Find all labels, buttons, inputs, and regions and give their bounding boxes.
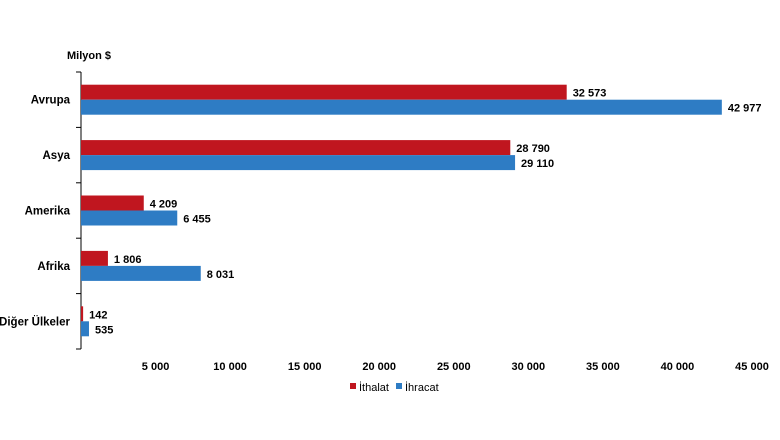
category-label: Asya [43, 150, 71, 162]
category-label: Afrika [37, 261, 70, 273]
bar-ithalat [81, 250, 108, 266]
x-tick-label: 15 000 [288, 361, 322, 373]
data-label: 4 209 [150, 199, 178, 211]
data-label: 28 790 [516, 143, 550, 155]
x-tick-label: 30 000 [512, 361, 546, 373]
data-label: 32 573 [573, 88, 607, 100]
bar-ihracat [81, 99, 722, 115]
plot-area: 5 000 10 000 15 000 20 000 25 000 30 000 35 00… [0, 71, 769, 373]
bar-ihracat [81, 210, 178, 226]
data-label: 6 455 [183, 214, 211, 226]
x-tick-label: 20 000 [362, 361, 396, 373]
data-label: 1 806 [114, 254, 142, 266]
bar-ithalat [81, 140, 511, 156]
legend-swatch-ithalat [350, 383, 356, 389]
x-tick-label: 25 000 [437, 361, 471, 373]
x-tick-label: 35 000 [586, 361, 620, 373]
bar-ithalat [81, 306, 84, 322]
data-label: 29 110 [521, 158, 554, 170]
data-label: 8 031 [207, 269, 235, 281]
data-label: 535 [95, 324, 113, 336]
x-tick-label: 5 000 [142, 361, 170, 373]
legend-swatch-ihracat [396, 383, 402, 389]
bar-ithalat [81, 84, 567, 100]
x-tick-label: 40 000 [661, 361, 695, 373]
category-label: Avrupa [31, 95, 71, 107]
x-tick-label: 10 000 [213, 361, 247, 373]
data-label: 42 977 [728, 103, 762, 115]
x-tick-label: 45 000 [735, 361, 769, 373]
data-label: 142 [89, 309, 107, 321]
bar-ihracat [81, 321, 89, 337]
legend: İthalat İhracat [350, 381, 439, 394]
bar-ihracat [81, 155, 516, 171]
category-label: Diğer Ülkeler [0, 315, 71, 328]
unit-label: Milyon $ [67, 50, 111, 62]
legend-label-ithalat: İthalat [359, 381, 389, 394]
category-label: Amerika [25, 206, 71, 218]
bar-ithalat [81, 195, 144, 211]
legend-label-ihracat: İhracat [405, 381, 439, 394]
bar-ihracat [81, 265, 201, 281]
